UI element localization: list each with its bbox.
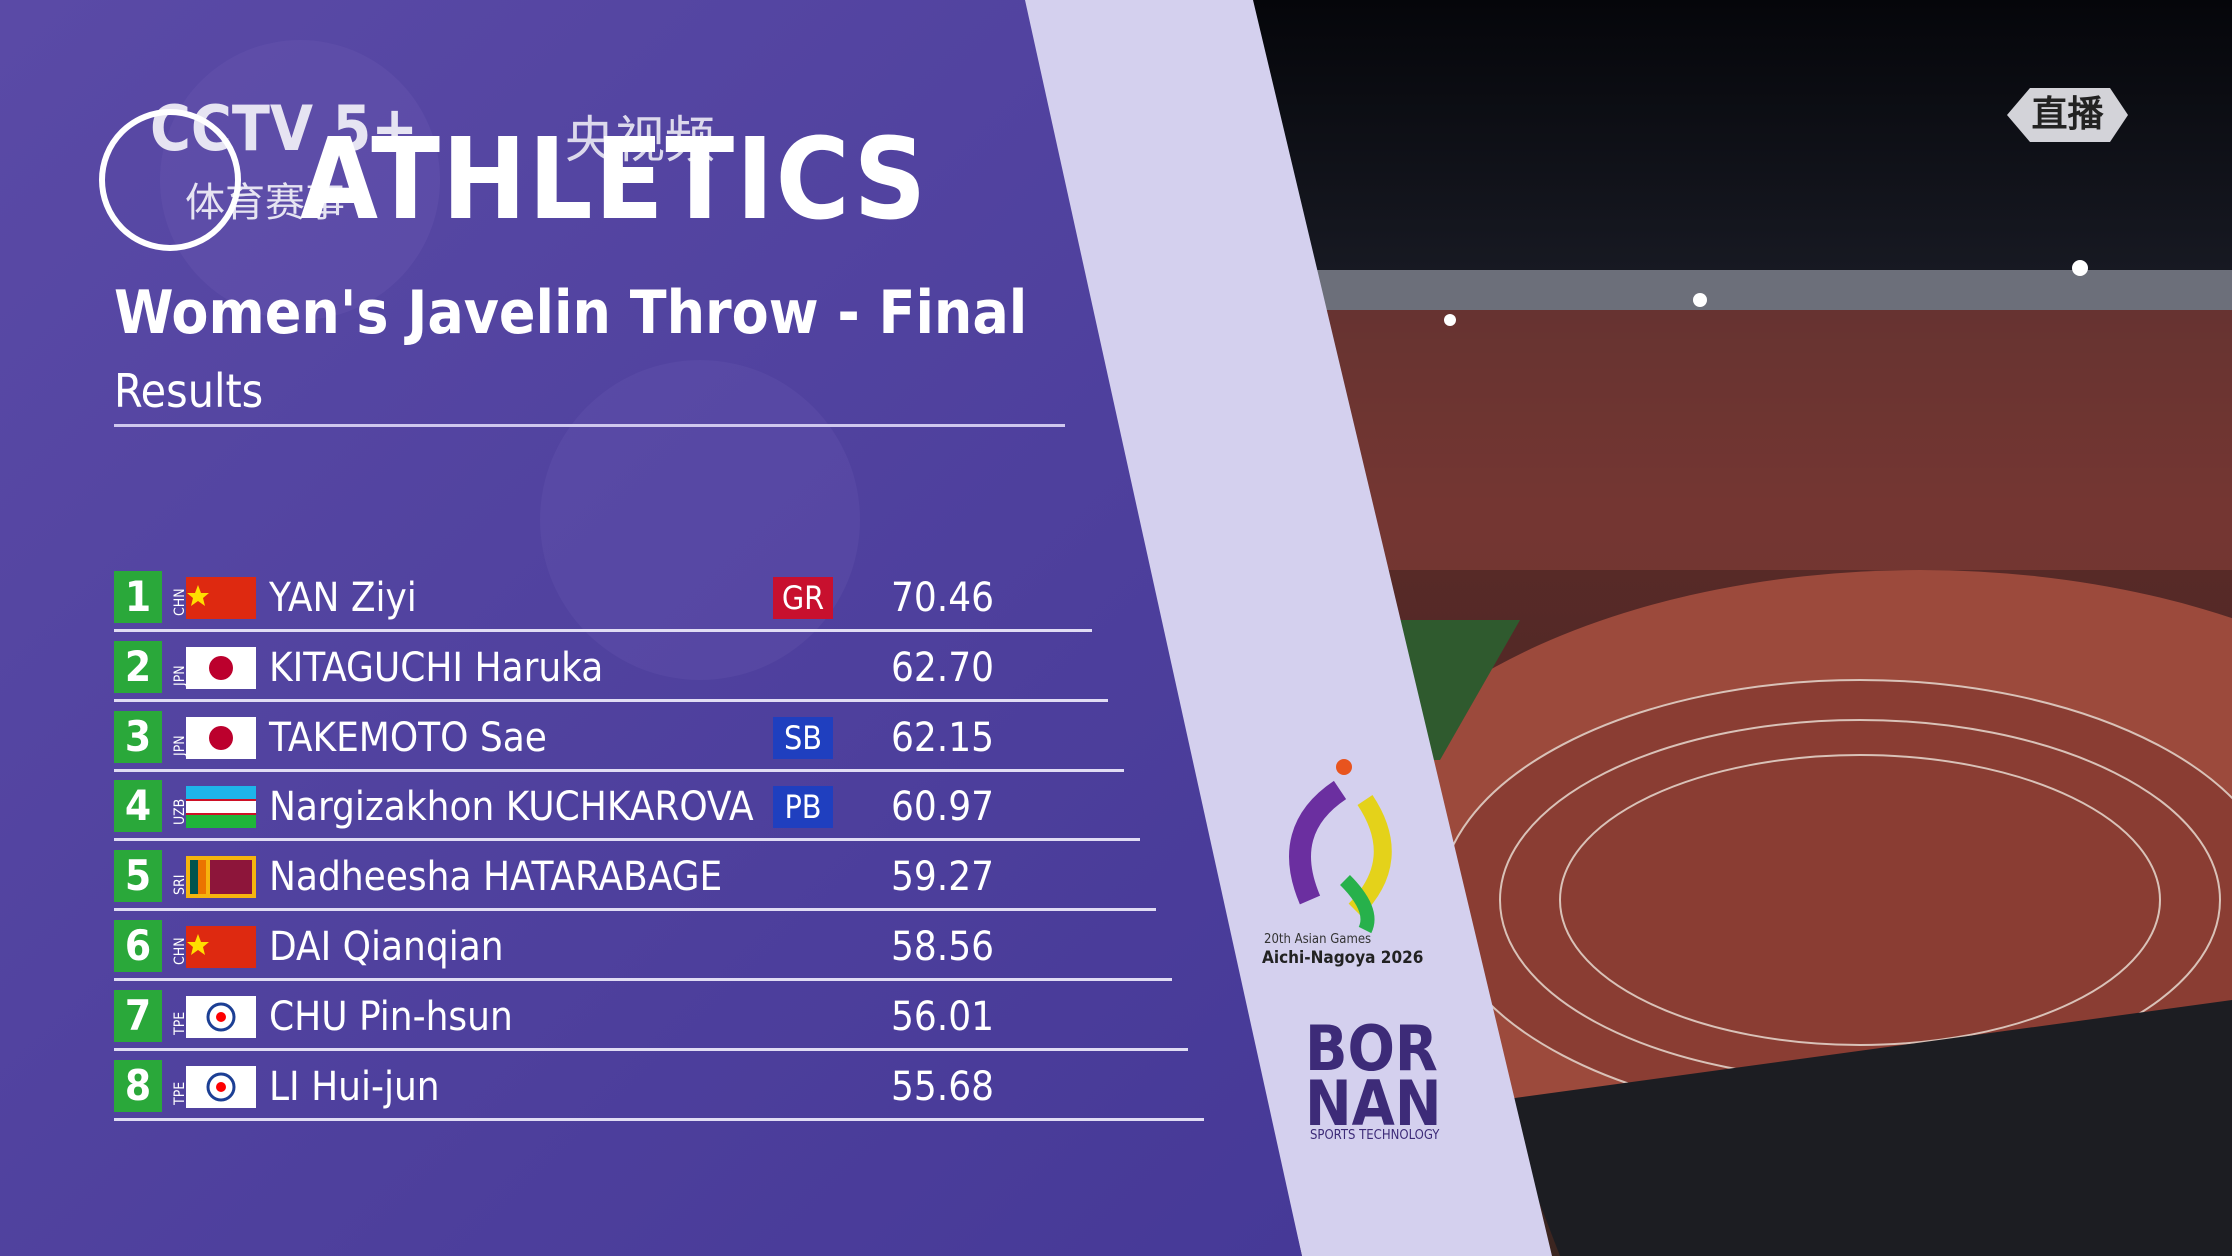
row-line (114, 908, 1156, 912)
record-badge: GR (773, 577, 833, 619)
flag (186, 995, 256, 1038)
rank-box: 6 (114, 920, 162, 972)
row-line (114, 629, 1092, 632)
flag (186, 926, 256, 968)
mark: 55.68 (891, 1063, 994, 1110)
mark: 60.97 (891, 784, 994, 831)
athlete-name: Nargizakhon KUCHKAROVA (269, 784, 754, 831)
athlete-name: CHU Pin-hsun (269, 993, 513, 1040)
brand-line1: BOR (1305, 1012, 1438, 1085)
app-logo: 央视频 (565, 111, 715, 169)
channel-logo: CCTV 5+ (150, 92, 419, 165)
flag (186, 856, 256, 899)
athlete-name: LI Hui-jun (269, 1063, 440, 1110)
record-badge: SB (773, 716, 833, 759)
flag (186, 716, 256, 759)
rank-box: 1 (114, 571, 162, 623)
mark: 62.15 (891, 714, 994, 761)
channel-sub: 体育赛事 (185, 180, 345, 226)
row-line (114, 1047, 1188, 1051)
athlete-name: YAN Ziyi (269, 575, 417, 621)
rank-box: 7 (114, 989, 162, 1042)
rank-box: 5 (114, 850, 162, 903)
athlete-name: DAI Qianqian (269, 924, 504, 970)
subtitle: Results (114, 364, 264, 418)
mark: 56.01 (891, 993, 994, 1040)
sport: ATHLETICS (300, 115, 929, 245)
rank-box: 8 (114, 1059, 162, 1112)
brand-tagline: SPORTS TECHNOLOGY (1310, 1128, 1440, 1143)
rank-box: 2 (114, 640, 162, 693)
games-line1: 20th Asian Games (1264, 932, 1372, 947)
athlete-name: Nadheesha HATARABAGE (269, 854, 723, 901)
brand-line2: NAN (1305, 1067, 1442, 1140)
row-line (114, 768, 1124, 772)
rank-box: 4 (114, 780, 162, 833)
event-title: Women's Javelin Throw - Final (114, 278, 1028, 348)
row-line (114, 978, 1172, 981)
row-line (114, 1117, 1204, 1121)
row-line (114, 838, 1140, 842)
games-line2: Aichi-Nagoya 2026 (1262, 948, 1424, 968)
flag (186, 646, 256, 689)
rank-box: 3 (114, 710, 162, 763)
mark: 70.46 (891, 575, 994, 621)
row-line (114, 698, 1108, 702)
live-badge: 直播 (2031, 94, 2104, 135)
record-badge: PB (773, 786, 833, 829)
flag (186, 577, 256, 619)
flag (186, 1065, 256, 1108)
mark: 58.56 (891, 924, 994, 970)
mark: 59.27 (891, 854, 994, 901)
flag (186, 786, 256, 829)
divider (114, 424, 1065, 427)
athlete-name: TAKEMOTO Sae (269, 714, 547, 761)
athlete-name: KITAGUCHI Haruka (269, 644, 604, 691)
mark: 62.70 (891, 644, 994, 691)
